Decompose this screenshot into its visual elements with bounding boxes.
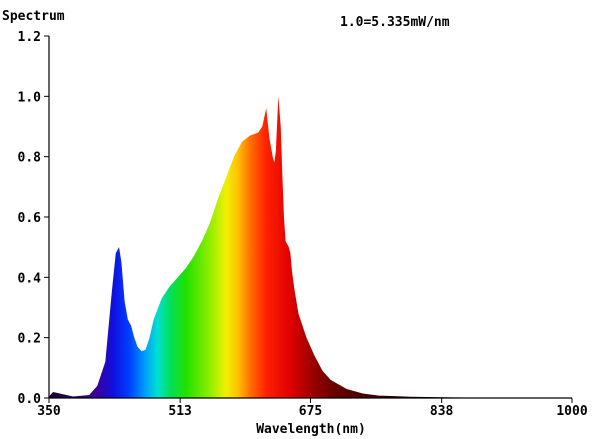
x-tick-label: 838 — [430, 404, 454, 419]
y-tick-label: 0.0 — [18, 392, 42, 407]
x-tick-label: 1000 — [556, 404, 587, 419]
x-tick-label: 513 — [168, 404, 191, 419]
y-tick-label: 0.8 — [18, 151, 42, 166]
y-tick-label: 1.2 — [18, 30, 41, 45]
y-tick-group: 0.0 0.2 0.4 0.6 0.8 1.0 1.2 — [18, 30, 49, 407]
plot-area — [49, 96, 572, 398]
x-axis-label: Wavelength(nm) — [256, 422, 366, 437]
y-axis-label: Spectrum — [2, 9, 65, 24]
y-tick-label: 1.0 — [18, 90, 42, 105]
y-tick-label: 0.2 — [18, 332, 41, 347]
y-tick-label: 0.6 — [18, 211, 42, 226]
y-tick-label: 0.4 — [18, 271, 42, 286]
x-tick-group: 350 513 675 838 1000 — [37, 398, 588, 419]
x-tick-label: 675 — [299, 404, 322, 419]
power-annotation: 1.0=5.335mW/nm — [340, 15, 450, 30]
spectrum-area — [49, 96, 572, 398]
x-tick-label: 350 — [37, 404, 61, 419]
